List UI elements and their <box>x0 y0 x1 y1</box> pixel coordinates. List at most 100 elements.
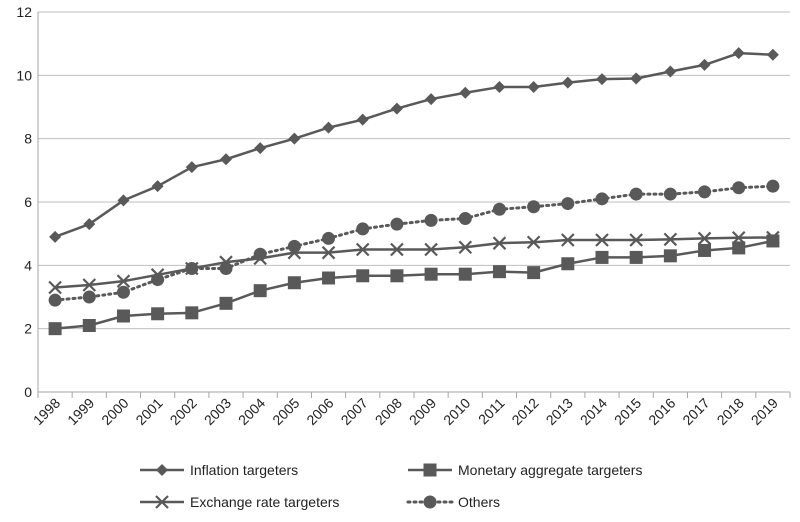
x-tick-label: 2012 <box>508 395 541 428</box>
data-point <box>766 48 779 61</box>
legend-item: Exchange rate targeters <box>140 494 339 510</box>
y-tick-label: 12 <box>16 4 32 20</box>
data-point <box>766 230 780 245</box>
data-point <box>185 262 199 275</box>
data-point <box>356 269 370 283</box>
data-point <box>766 179 780 193</box>
data-point <box>697 231 712 246</box>
legend-item: Others <box>406 494 500 510</box>
x-tick-label: 2010 <box>440 395 473 428</box>
legend-label: Monetary aggregate targeters <box>458 462 642 478</box>
data-point <box>356 222 370 236</box>
legend-marker <box>155 495 169 509</box>
x-tick-label: 2019 <box>748 395 781 428</box>
data-point <box>185 161 198 174</box>
x-tick-label: 2011 <box>475 395 508 428</box>
data-point <box>253 247 267 261</box>
data-point <box>288 132 301 145</box>
x-tick-label: 2002 <box>167 395 200 428</box>
data-point <box>561 197 575 211</box>
data-point <box>48 293 62 307</box>
x-tick-label: 2016 <box>645 395 678 428</box>
y-tick-label: 4 <box>24 257 32 273</box>
data-point <box>698 58 711 71</box>
data-point <box>219 296 233 310</box>
data-point <box>48 280 62 295</box>
data-point <box>49 230 62 243</box>
data-point <box>459 86 472 99</box>
legend-marker <box>423 463 437 477</box>
data-point <box>82 290 96 304</box>
data-point <box>116 274 131 288</box>
legend-marker <box>423 495 437 509</box>
x-tick-label: 2014 <box>577 395 610 428</box>
data-point <box>322 271 336 285</box>
data-point <box>492 265 506 279</box>
data-point <box>185 306 199 320</box>
data-point <box>254 142 267 155</box>
data-point <box>458 267 472 281</box>
data-point <box>219 262 233 275</box>
data-point <box>287 239 301 253</box>
y-tick-label: 8 <box>24 131 32 147</box>
x-tick-label: 2003 <box>201 395 234 428</box>
legend-label: Exchange rate targeters <box>190 494 339 510</box>
x-tick-label: 2001 <box>132 395 165 428</box>
data-point <box>561 233 575 247</box>
data-point <box>355 242 370 257</box>
data-point <box>629 250 643 264</box>
data-point <box>220 153 232 166</box>
data-point <box>663 187 677 201</box>
data-point <box>116 285 130 299</box>
y-tick-label: 2 <box>24 321 32 337</box>
data-point <box>356 113 369 126</box>
data-point <box>425 93 438 106</box>
legend: Inflation targeters Monetary aggregate ta… <box>140 462 642 510</box>
data-point <box>527 266 541 280</box>
data-point <box>732 241 746 255</box>
data-point <box>493 81 506 94</box>
x-tick-label: 2008 <box>372 395 405 428</box>
data-point <box>151 307 165 321</box>
data-point <box>526 235 541 249</box>
data-point <box>48 322 62 336</box>
data-point <box>151 273 165 287</box>
x-tick-label: 2017 <box>679 395 712 428</box>
y-tick-label: 10 <box>16 67 32 83</box>
data-point <box>561 76 574 89</box>
data-point <box>492 236 507 250</box>
data-point <box>663 232 678 247</box>
data-point <box>287 276 301 290</box>
x-tick-label: 1998 <box>30 395 63 428</box>
data-point <box>253 284 267 298</box>
data-point <box>492 202 506 216</box>
data-point <box>458 211 472 225</box>
data-point <box>424 267 438 281</box>
data-point <box>630 72 643 85</box>
x-tick-label: 2006 <box>303 395 336 428</box>
data-point <box>629 233 643 247</box>
x-tick-label: 2018 <box>714 395 747 428</box>
series-line <box>54 51 773 239</box>
x-tick-label: 2009 <box>406 395 439 428</box>
data-point <box>663 249 677 263</box>
data-point <box>527 81 540 94</box>
data-point <box>664 65 677 78</box>
series-3 <box>48 179 780 307</box>
legend-label: Others <box>458 494 500 510</box>
data-point <box>595 250 609 264</box>
data-point <box>82 319 96 332</box>
x-tick-label: 2005 <box>269 395 302 428</box>
legend-marker <box>156 464 168 476</box>
data-point <box>390 269 404 283</box>
data-point <box>561 257 575 271</box>
data-point <box>698 185 712 199</box>
series-2 <box>48 230 780 295</box>
data-point <box>322 121 335 134</box>
data-point <box>424 242 438 257</box>
data-point <box>731 231 746 245</box>
data-point <box>390 102 403 115</box>
